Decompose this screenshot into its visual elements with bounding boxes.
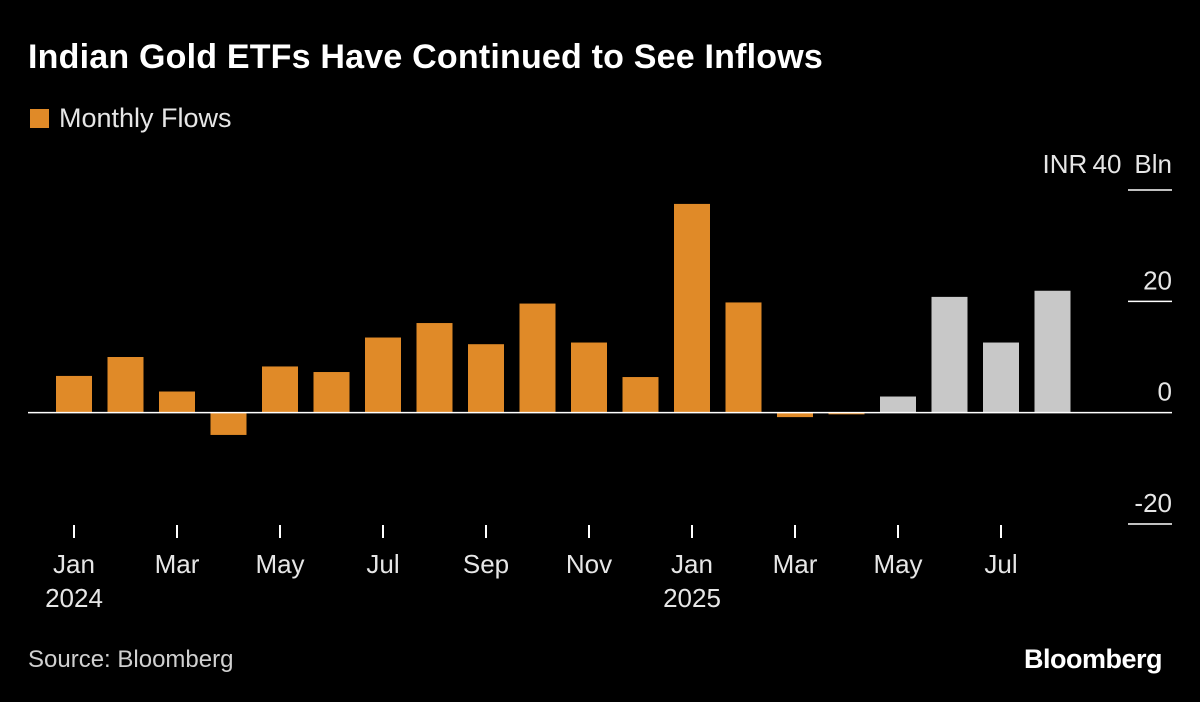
y-tick-label: 0 [1158, 377, 1172, 407]
bar-feb-2025 [725, 302, 762, 413]
x-tick-label: Nov [566, 549, 612, 579]
x-tick-year-label: 2024 [45, 583, 103, 613]
bar-jun-2024 [313, 372, 350, 413]
x-tick-label: Jul [984, 549, 1017, 579]
bar-dec-2024 [622, 377, 659, 413]
x-tick-label: May [873, 549, 922, 579]
bar-nov-2024 [571, 342, 607, 413]
bar-jun-2025 [931, 296, 968, 413]
bar-may-2024 [262, 366, 298, 413]
bar-mar-2024 [159, 391, 195, 413]
x-axis: Jan 2024 Mar May Jul Sep Nov Jan 2025 Mar May Jul [45, 525, 1018, 613]
x-tick-label: Sep [463, 549, 509, 579]
x-tick-label: Jan [53, 549, 95, 579]
bars-group [56, 203, 1071, 435]
y-axis: 20 0 -20 INR 40 Bln [1043, 149, 1172, 525]
bar-apr-2025 [828, 412, 865, 415]
y-tick-label: -20 [1134, 488, 1172, 518]
x-tick-label: Mar [773, 549, 818, 579]
bar-feb-2024 [107, 357, 144, 413]
bar-sep-2024 [468, 344, 504, 413]
y-unit-label: INR 40 Bln [1043, 149, 1172, 179]
legend: Monthly Flows [30, 103, 232, 134]
x-tick-label: Mar [155, 549, 200, 579]
bar-aug-2024 [416, 323, 453, 413]
bar-aug-2025 [1034, 290, 1071, 413]
legend-swatch [30, 109, 49, 128]
chart-title: Indian Gold ETFs Have Continued to See I… [28, 38, 824, 76]
bar-oct-2024 [519, 303, 556, 413]
bar-apr-2024 [210, 412, 247, 435]
bar-jul-2025 [983, 342, 1019, 413]
x-tick-label: Jul [366, 549, 399, 579]
x-tick-label: Jan [671, 549, 713, 579]
bar-may-2025 [880, 396, 916, 413]
y-tick-label: 20 [1143, 265, 1172, 295]
bloomberg-logo: Bloomberg [1023, 644, 1163, 674]
legend-label: Monthly Flows [59, 103, 232, 133]
bar-jan-2025 [674, 203, 710, 413]
x-tick-year-label: 2025 [663, 583, 721, 613]
bar-jul-2024 [365, 337, 401, 413]
bar-mar-2025 [777, 412, 813, 418]
x-tick-label: May [255, 549, 304, 579]
bar-jan-2024 [56, 375, 92, 413]
source-note: Source: Bloomberg [28, 646, 234, 673]
